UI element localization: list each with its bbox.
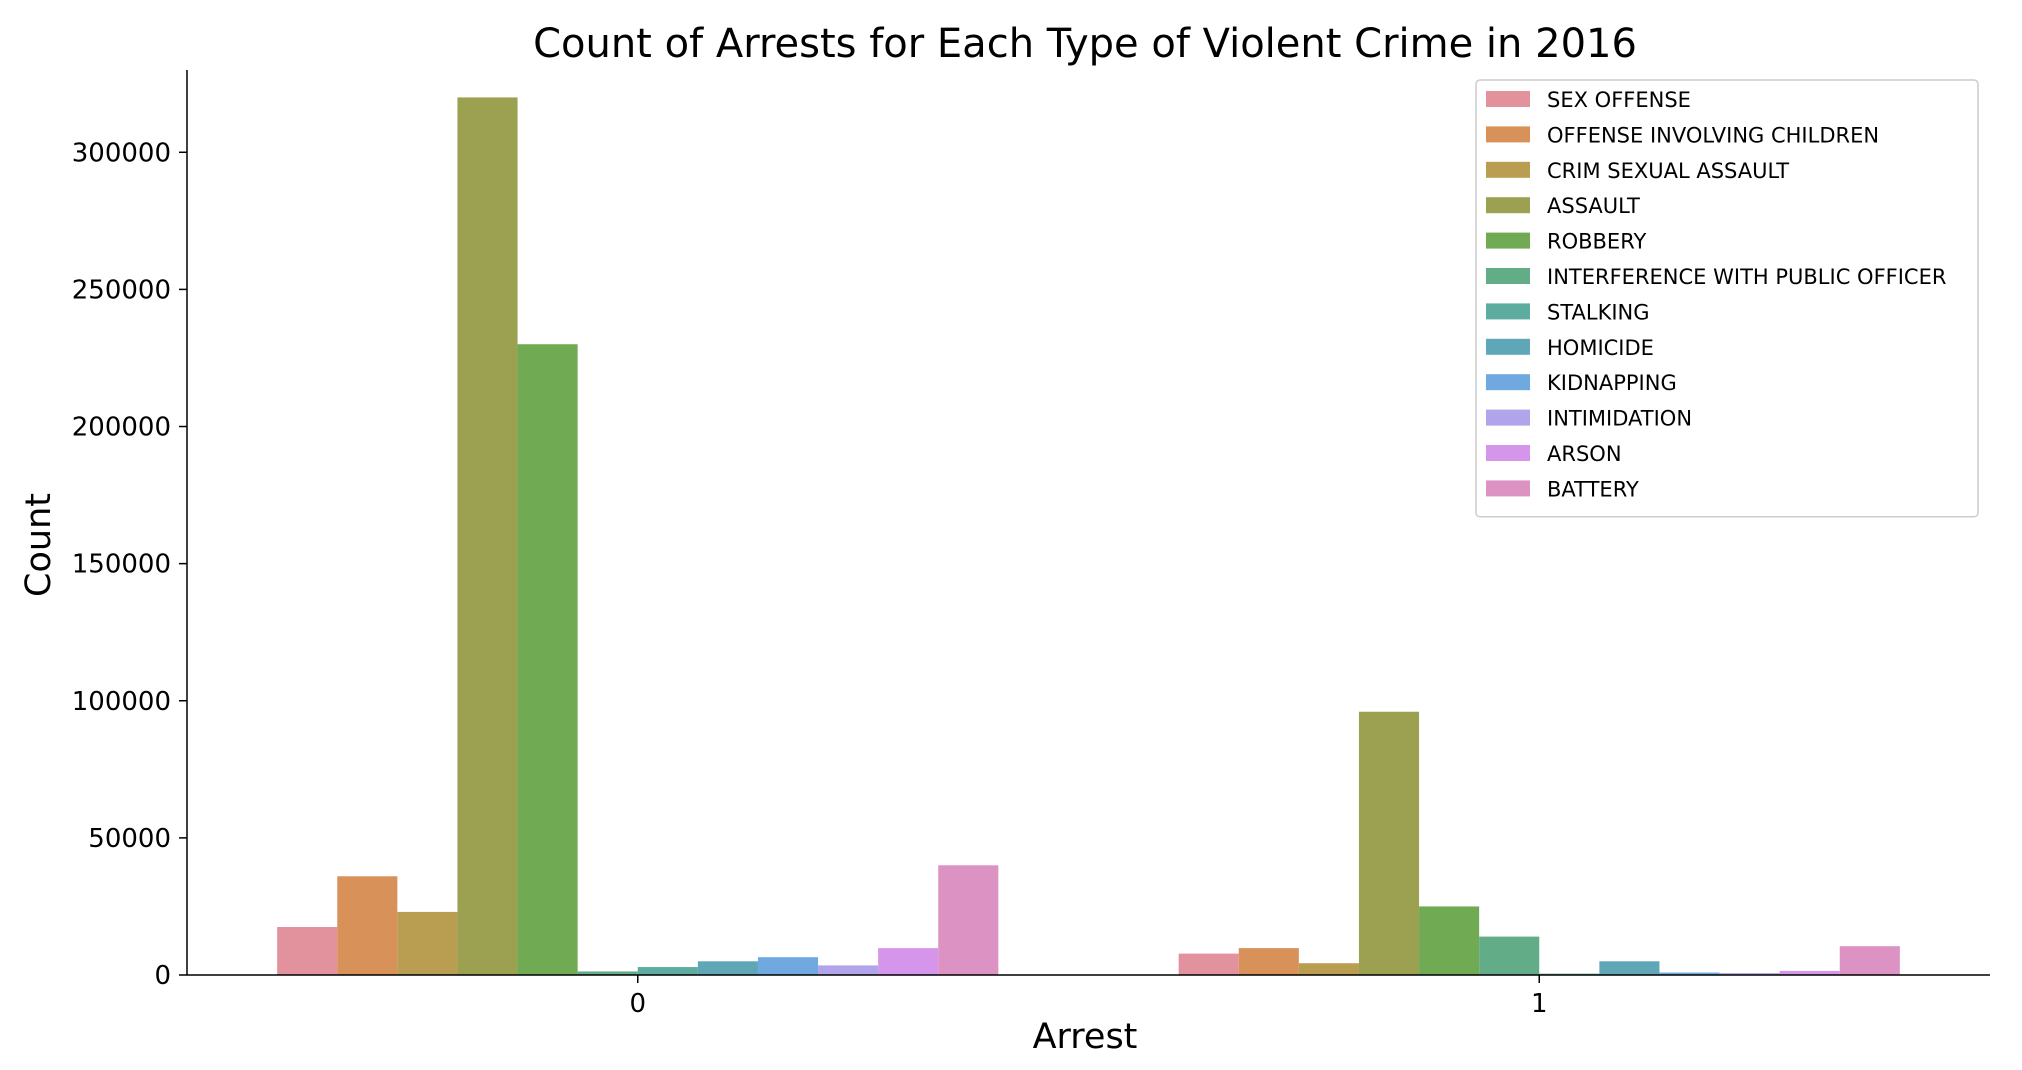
bar <box>1779 970 1840 975</box>
legend: SEX OFFENSE OFFENSE INVOLVING CHILDREN CRI… <box>1475 79 1979 518</box>
bar <box>337 876 398 975</box>
legend-entry: CRIM SEXUAL ASSAULT <box>1547 159 1789 183</box>
bar <box>577 971 638 975</box>
legend-swatch <box>1486 445 1530 461</box>
legend-swatch <box>1486 409 1530 426</box>
legend-entry: STALKING <box>1547 300 1650 324</box>
bar <box>397 911 458 975</box>
legend-entry: KIDNAPPING <box>1547 371 1677 395</box>
x-tick-label: 0 <box>629 989 646 1019</box>
bar <box>697 961 758 975</box>
bar <box>1178 953 1239 975</box>
bar <box>517 344 578 975</box>
y-tick-label: 250000 <box>72 275 171 305</box>
x-tick-label: 1 <box>1531 989 1548 1019</box>
legend-entry: ASSAULT <box>1547 194 1640 218</box>
legend-swatch <box>1486 303 1530 320</box>
bar <box>1298 963 1359 975</box>
bar <box>1659 972 1720 975</box>
x-axis-label: Arrest <box>1033 1017 1138 1057</box>
bar <box>457 97 518 976</box>
bar <box>878 948 939 975</box>
bars-group <box>277 97 1900 976</box>
legend-entry: ARSON <box>1547 442 1622 466</box>
bar <box>1839 946 1900 975</box>
bar <box>1419 906 1480 975</box>
bar <box>1479 936 1540 975</box>
bar <box>757 957 819 975</box>
legend-entry: INTIMIDATION <box>1547 407 1692 431</box>
y-tick-label: 50000 <box>88 824 171 854</box>
bar <box>1358 711 1420 975</box>
y-tick-label: 0 <box>154 961 171 991</box>
legend-entry: SEX OFFENSE <box>1547 88 1691 112</box>
y-tick-label: 200000 <box>72 413 171 443</box>
bar <box>818 965 879 975</box>
bar <box>1719 973 1780 975</box>
legend-frame <box>1475 79 1979 518</box>
legend-swatch <box>1486 338 1530 355</box>
bar <box>938 865 999 975</box>
legend-swatch <box>1486 197 1530 214</box>
bar <box>637 967 698 975</box>
y-axis-label: Count <box>19 493 59 597</box>
bar <box>1599 961 1660 975</box>
legend-swatch <box>1486 374 1530 391</box>
legend-entry: BATTERY <box>1547 477 1639 501</box>
axes-group: 0 50000 100000 150000 200000 250000 300000 0 1 <box>72 70 1990 1019</box>
legend-swatch <box>1486 232 1530 249</box>
y-tick-label: 100000 <box>72 687 171 717</box>
legend-swatch <box>1486 91 1530 107</box>
legend-entry: HOMICIDE <box>1547 336 1654 360</box>
y-tick-label: 300000 <box>72 138 171 168</box>
bar <box>1238 948 1299 975</box>
legend-swatch <box>1486 480 1530 497</box>
y-tick-label: 150000 <box>72 550 171 580</box>
legend-entry: INTERFERENCE WITH PUBLIC OFFICER <box>1547 265 1946 289</box>
legend-swatch <box>1486 126 1530 143</box>
bar <box>277 927 338 975</box>
legend-swatch <box>1486 268 1530 284</box>
legend-entry: OFFENSE INVOLVING CHILDREN <box>1547 123 1879 147</box>
chart-title: Count of Arrests for Each Type of Violen… <box>533 21 1637 67</box>
legend-swatch <box>1486 161 1530 178</box>
legend-entry: ROBBERY <box>1547 230 1646 254</box>
